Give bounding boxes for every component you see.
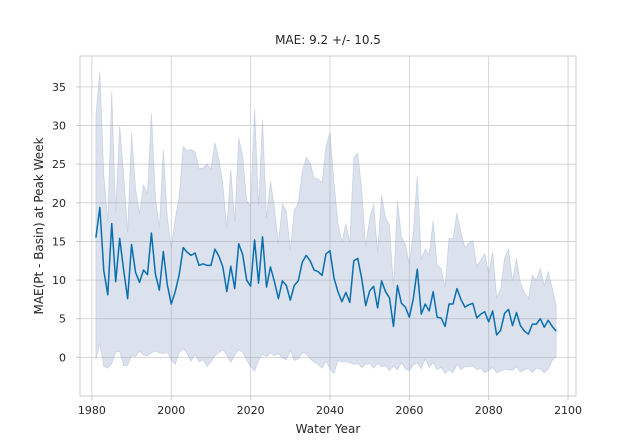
y-tick-label: 30 [52, 120, 66, 133]
mean-line [95, 206, 557, 336]
x-tick-label: 2000 [157, 404, 185, 417]
x-axis-label: Water Year [296, 422, 361, 436]
y-tick-label: 35 [52, 81, 66, 94]
plot-frame [79, 55, 577, 397]
confidence-band [95, 71, 557, 375]
x-tick-label: 1980 [78, 404, 106, 417]
y-tick-label: 25 [52, 158, 66, 171]
x-tick-label: 2040 [316, 404, 344, 417]
x-tick-label: 2020 [237, 404, 265, 417]
y-tick-label: 0 [59, 351, 66, 364]
grid [80, 56, 576, 396]
y-axis-label: MAE(Pt - Basin) at Peak Week [32, 137, 46, 314]
y-tick-label: 20 [52, 197, 66, 210]
y-axis: 0 5 10 15 20 25 30 35 [52, 81, 80, 364]
y-tick-label: 10 [52, 274, 66, 287]
x-axis: 1980 2000 2020 2040 2060 2080 2100 [78, 396, 582, 417]
chart-title: MAE: 9.2 +/- 10.5 [275, 33, 381, 47]
x-tick-label: 2060 [395, 404, 423, 417]
x-tick-label: 2100 [554, 404, 582, 417]
y-tick-label: 15 [52, 235, 66, 248]
y-tick-label: 5 [59, 313, 66, 326]
x-tick-label: 2080 [475, 404, 503, 417]
